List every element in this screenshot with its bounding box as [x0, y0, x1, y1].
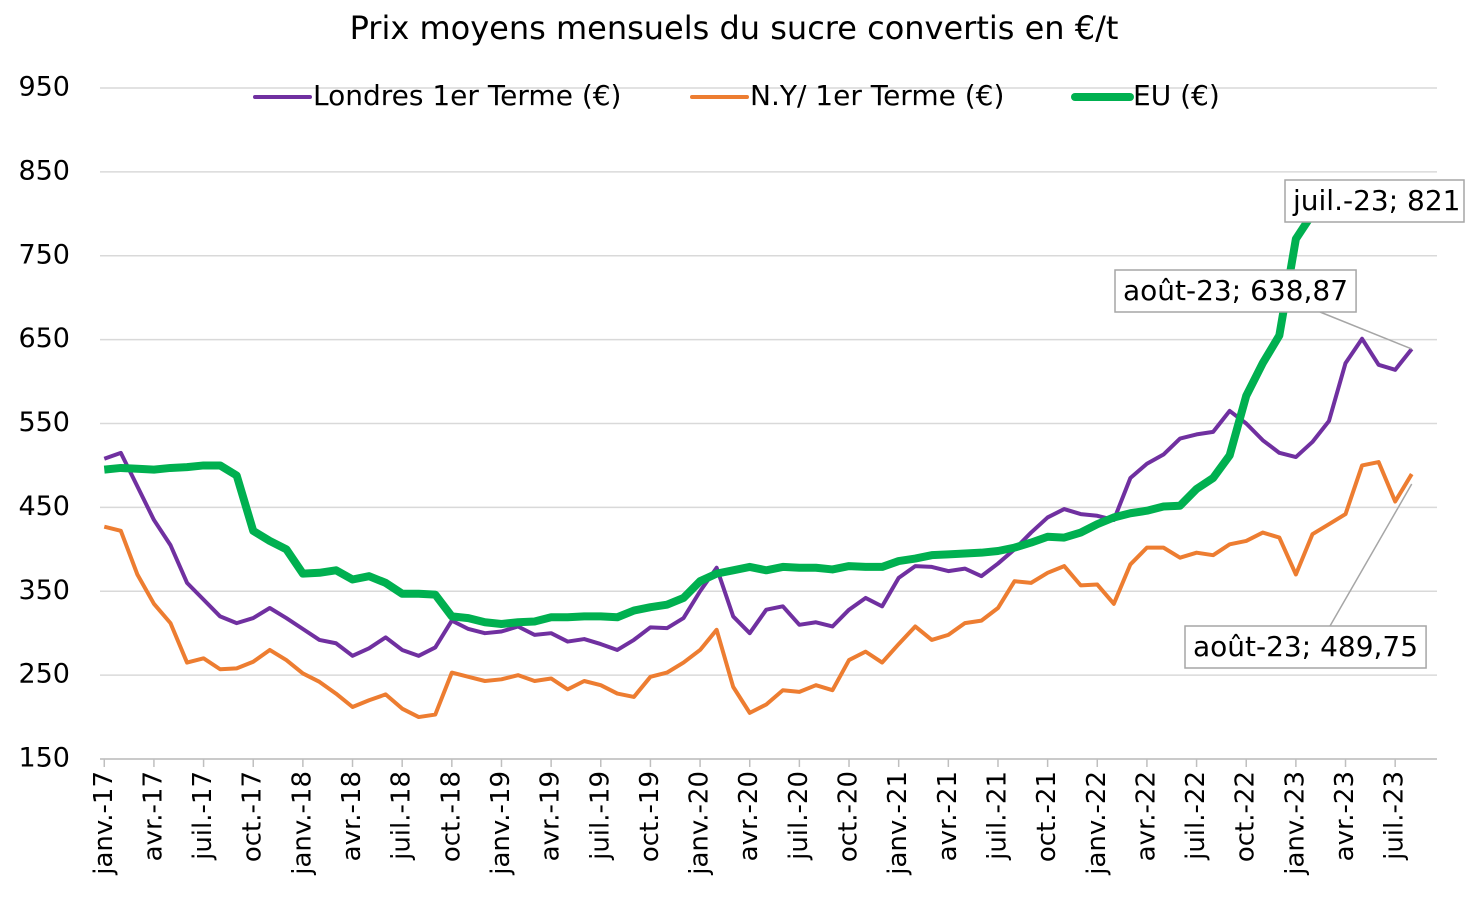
x-tick-label: janv.-20 [685, 771, 715, 876]
leader-line [1329, 483, 1413, 627]
x-tick-label: juil.-18 [387, 771, 417, 861]
legend-item: N.Y/ 1er Terme (€) [690, 79, 1004, 112]
y-tick-label: 450 [18, 491, 70, 522]
legend-label: Londres 1er Terme (€) [313, 79, 621, 112]
legend-label: N.Y/ 1er Terme (€) [750, 79, 1004, 112]
y-tick-label: 650 [18, 323, 70, 354]
series-line [103, 460, 1414, 720]
data-label: juil.-23; 821 [1292, 184, 1461, 217]
x-tick-label: avr.-23 [1330, 771, 1360, 861]
y-tick-label: 850 [18, 155, 70, 186]
x-tick-label: juil.-22 [1181, 771, 1211, 861]
x-tick-label: juil.-21 [982, 771, 1012, 861]
data-label: août-23; 489,75 [1193, 630, 1418, 663]
x-tick-label: janv.-18 [287, 771, 317, 876]
y-tick-label: 550 [18, 407, 70, 438]
x-tick-label: oct.-21 [1032, 771, 1062, 862]
label-box [1284, 179, 1465, 223]
x-tick-label: oct.-20 [834, 771, 864, 862]
y-tick-label: 950 [18, 72, 70, 103]
y-tick-label: 250 [18, 659, 70, 690]
x-tick-label: avr.-21 [933, 771, 963, 861]
x-tick-label: avr.-20 [734, 771, 764, 861]
leader-line [1319, 311, 1413, 350]
x-tick-label: juil.-17 [188, 771, 218, 861]
x-tick-label: juil.-23 [1380, 771, 1410, 861]
label-box [1114, 269, 1357, 313]
x-tick-label: juil.-19 [585, 771, 615, 861]
x-tick-label: oct.-22 [1231, 771, 1261, 862]
x-tick-label: avr.-19 [536, 771, 566, 861]
y-tick-label: 750 [18, 239, 70, 270]
y-tick-label: 350 [18, 575, 70, 606]
x-tick-label: oct.-19 [635, 771, 665, 862]
y-tick-label: 150 [18, 743, 70, 774]
x-tick-label: avr.-17 [138, 771, 168, 861]
chart-title: Prix moyens mensuels du sucre convertis … [350, 9, 1119, 47]
x-tick-label: avr.-18 [337, 771, 367, 861]
x-tick-label: janv.-22 [1082, 771, 1112, 876]
x-tick-label: avr.-22 [1131, 771, 1161, 861]
legend-item: EU (€) [1071, 79, 1220, 112]
legend-item: Londres 1er Terme (€) [253, 79, 621, 112]
legend-label: EU (€) [1133, 79, 1220, 112]
label-box [1184, 625, 1427, 669]
x-tick-label: janv.-17 [89, 771, 119, 876]
x-tick-label: oct.-17 [238, 771, 268, 862]
x-tick-label: janv.-19 [486, 771, 516, 876]
series-line [103, 190, 1396, 628]
data-label: août-23; 638,87 [1123, 274, 1348, 307]
x-tick-label: oct.-18 [436, 771, 466, 862]
x-tick-label: janv.-23 [1280, 771, 1310, 876]
x-tick-label: janv.-21 [883, 771, 913, 876]
x-tick-label: juil.-20 [784, 771, 814, 861]
series-line [103, 336, 1414, 658]
